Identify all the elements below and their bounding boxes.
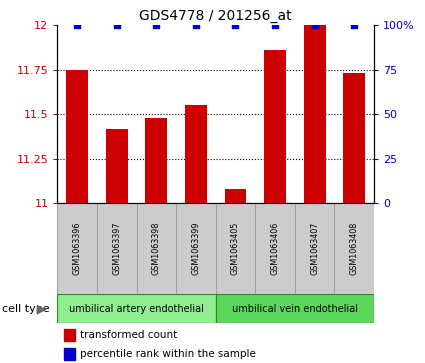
Bar: [106, 129, 128, 203]
Bar: [304, 25, 326, 203]
FancyBboxPatch shape: [136, 203, 176, 294]
Bar: [343, 73, 365, 203]
Point: [272, 23, 278, 28]
Bar: [145, 118, 167, 203]
Text: GSM1063407: GSM1063407: [310, 222, 319, 276]
Bar: [264, 50, 286, 203]
Point: [311, 23, 318, 28]
Point: [193, 23, 199, 28]
Bar: [66, 70, 88, 203]
Text: transformed count: transformed count: [79, 330, 177, 340]
FancyBboxPatch shape: [57, 203, 97, 294]
Text: cell type: cell type: [2, 303, 50, 314]
FancyBboxPatch shape: [255, 203, 295, 294]
Text: umbilical vein endothelial: umbilical vein endothelial: [232, 303, 358, 314]
Bar: [64, 329, 75, 341]
Point: [113, 23, 120, 28]
Text: GSM1063405: GSM1063405: [231, 222, 240, 276]
Text: GSM1063396: GSM1063396: [73, 222, 82, 276]
FancyBboxPatch shape: [215, 203, 255, 294]
Text: percentile rank within the sample: percentile rank within the sample: [79, 349, 255, 359]
Point: [153, 23, 160, 28]
Bar: [64, 348, 75, 360]
Point: [74, 23, 81, 28]
FancyBboxPatch shape: [334, 203, 374, 294]
Point: [232, 23, 239, 28]
Bar: [185, 105, 207, 203]
Text: GSM1063398: GSM1063398: [152, 222, 161, 276]
Text: ▶: ▶: [37, 302, 46, 315]
Bar: [224, 189, 246, 203]
Text: umbilical artery endothelial: umbilical artery endothelial: [69, 303, 204, 314]
Point: [351, 23, 357, 28]
Text: GSM1063397: GSM1063397: [112, 222, 121, 276]
FancyBboxPatch shape: [295, 203, 334, 294]
Text: GSM1063399: GSM1063399: [191, 222, 201, 276]
Text: GSM1063406: GSM1063406: [271, 222, 280, 275]
Title: GDS4778 / 201256_at: GDS4778 / 201256_at: [139, 9, 292, 23]
Text: GSM1063408: GSM1063408: [350, 222, 359, 275]
FancyBboxPatch shape: [97, 203, 136, 294]
FancyBboxPatch shape: [176, 203, 215, 294]
FancyBboxPatch shape: [215, 294, 374, 323]
FancyBboxPatch shape: [57, 294, 215, 323]
